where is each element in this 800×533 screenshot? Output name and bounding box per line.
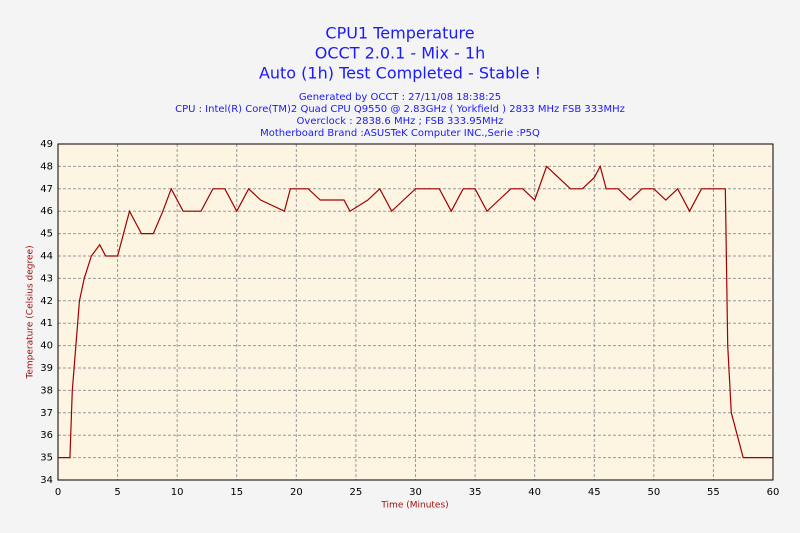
x-tick-label: 15 — [230, 487, 243, 498]
y-tick-label: 39 — [40, 363, 53, 374]
y-tick-label: 49 — [40, 139, 53, 150]
y-tick-label: 46 — [40, 206, 53, 217]
y-tick-label: 38 — [40, 385, 53, 396]
subtitle-line: Overclock : 2838.6 MHz ; FSB 333.95MHz — [297, 116, 504, 127]
x-tick-label: 45 — [588, 487, 601, 498]
y-tick-label: 41 — [40, 318, 53, 329]
x-tick-label: 55 — [707, 487, 720, 498]
x-tick-label: 40 — [528, 487, 541, 498]
x-tick-label: 50 — [647, 487, 660, 498]
x-tick-label: 30 — [409, 487, 422, 498]
x-tick-label: 35 — [469, 487, 482, 498]
y-tick-label: 37 — [40, 408, 53, 419]
y-tick-label: 42 — [40, 296, 53, 307]
y-tick-label: 36 — [40, 430, 53, 441]
subtitle-line: Motherboard Brand :ASUSTeK Computer INC.… — [260, 128, 540, 139]
y-tick-label: 40 — [40, 341, 53, 352]
y-tick-label: 45 — [40, 229, 53, 240]
y-axis-label: Temperature (Celsius degree) — [26, 245, 36, 379]
line-series — [58, 164, 773, 459]
plot-border — [57, 143, 774, 481]
x-tick-label: 25 — [350, 487, 363, 498]
y-tick-label: 44 — [40, 251, 53, 262]
subtitle-line: Generated by OCCT : 27/11/08 18:38:25 — [299, 92, 501, 103]
x-axis-label: Time (Minutes) — [380, 501, 448, 511]
x-tick-label: 20 — [290, 487, 303, 498]
x-tick-label: 5 — [114, 487, 120, 498]
x-tick-label: 60 — [767, 487, 780, 498]
x-tick-label: 0 — [55, 487, 61, 498]
title-line: Auto (1h) Test Completed - Stable ! — [259, 64, 541, 83]
y-tick-label: 35 — [40, 453, 53, 464]
y-tick-label: 43 — [40, 273, 53, 284]
y-tick-label: 47 — [40, 184, 53, 195]
title-line: OCCT 2.0.1 - Mix - 1h — [315, 44, 485, 63]
title-line: CPU1 Temperature — [325, 24, 474, 43]
subtitle-line: CPU : Intel(R) Core(TM)2 Quad CPU Q9550 … — [175, 104, 625, 115]
x-tick-label: 10 — [171, 487, 184, 498]
y-tick-label: 34 — [40, 475, 53, 486]
y-tick-label: 48 — [40, 161, 53, 172]
